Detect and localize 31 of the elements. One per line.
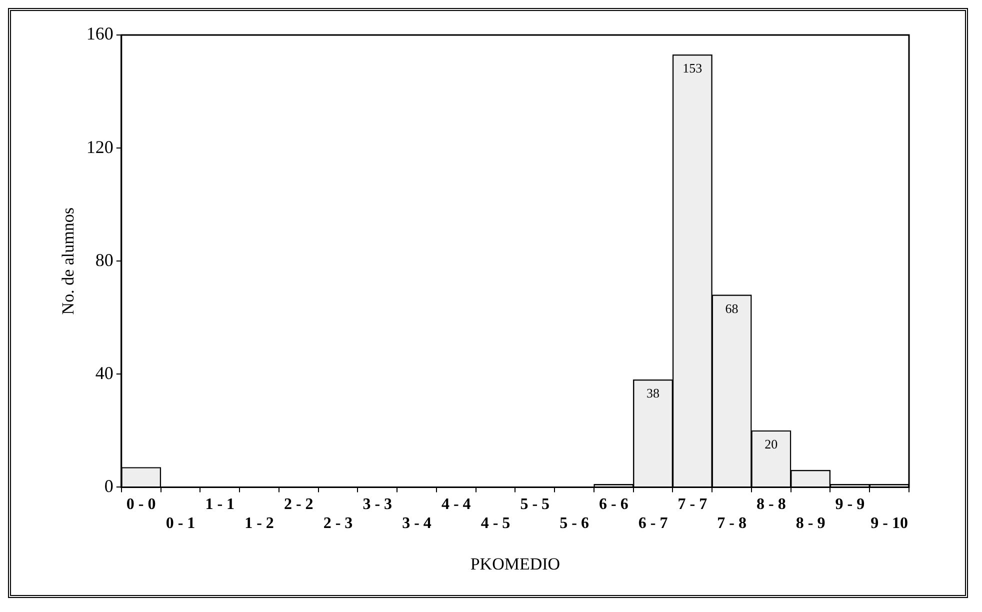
data-label: 153 xyxy=(682,60,702,76)
data-label: 20 xyxy=(764,436,778,452)
x-tick-label: 5 - 5 xyxy=(520,496,550,513)
x-tick-label: 6 - 7 xyxy=(638,515,668,532)
x-tick-label: 5 - 6 xyxy=(560,515,589,532)
x-tick-label: 2 - 3 xyxy=(323,515,353,532)
data-label: 68 xyxy=(725,300,738,316)
x-tick-label: 1 - 2 xyxy=(244,515,274,532)
x-tick-label: 6 - 6 xyxy=(598,496,628,513)
data-label: 38 xyxy=(646,386,660,401)
x-tick-label: 4 - 5 xyxy=(480,515,510,532)
x-tick-label: 2 - 2 xyxy=(284,496,314,513)
x-tick-label: 0 - 1 xyxy=(166,515,196,532)
x-axis-title: PKOMEDIO xyxy=(470,554,560,574)
y-tick-label: 120 xyxy=(86,136,114,157)
x-tick-label: 0 - 0 xyxy=(126,496,156,513)
x-tick-label: 1 - 1 xyxy=(205,496,235,513)
x-tick-label: 4 - 4 xyxy=(441,496,471,513)
x-tick-label: 7 - 8 xyxy=(717,515,746,532)
x-tick-label: 8 - 8 xyxy=(756,496,786,513)
x-tick-label: 3 - 3 xyxy=(362,496,392,513)
x-tick-label: 7 - 7 xyxy=(678,496,708,513)
y-tick-label: 0 xyxy=(104,476,114,496)
y-tick-label: 160 xyxy=(86,24,114,44)
y-axis-title: No. de alumnos xyxy=(58,208,78,315)
x-tick-label: 8 - 9 xyxy=(796,515,826,532)
y-tick-label: 40 xyxy=(95,362,114,383)
x-tick-label: 9 - 9 xyxy=(835,496,865,513)
y-tick-label: 80 xyxy=(95,250,114,270)
x-tick-label: 3 - 4 xyxy=(402,515,432,532)
x-tick-label: 9 - 10 xyxy=(870,515,908,532)
